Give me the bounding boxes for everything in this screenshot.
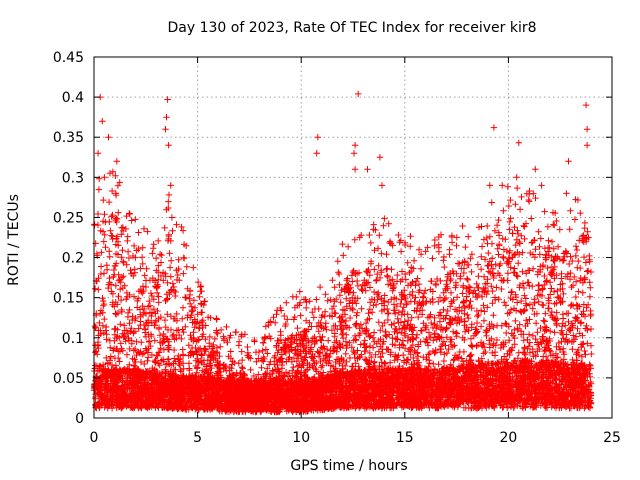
x-tick-label: 15 <box>396 430 414 446</box>
y-tick-labels: 0 0.05 0.1 0.15 0.2 0.25 0.3 0.35 0.4 0.45 <box>53 50 84 427</box>
y-tick-label: 0.45 <box>53 50 84 66</box>
y-tick-label: 0 <box>75 411 84 427</box>
x-axis-label: GPS time / hours <box>290 458 407 474</box>
x-tick-label: 5 <box>193 430 202 446</box>
y-tick-label: 0.4 <box>62 90 84 106</box>
x-tick-label: 0 <box>90 430 99 446</box>
x-tick-label: 25 <box>603 430 621 446</box>
x-tick-label: 10 <box>292 430 310 446</box>
y-tick-label: 0.25 <box>53 210 84 226</box>
y-tick-label: 0.35 <box>53 130 84 146</box>
x-tick-label: 20 <box>499 430 517 446</box>
data-points <box>90 90 595 416</box>
grid-lines <box>94 57 612 418</box>
x-tick-labels: 0 5 10 15 20 25 <box>90 430 621 446</box>
plot-frame <box>93 56 613 419</box>
y-tick-label: 0.1 <box>62 331 84 347</box>
axis-ticks <box>93 56 613 419</box>
y-tick-label: 0.2 <box>62 251 84 267</box>
y-axis-label: ROTI / TECUs <box>6 194 22 286</box>
y-tick-label: 0.05 <box>53 371 84 387</box>
chart-title: Day 130 of 2023, Rate Of TEC Index for r… <box>167 20 536 36</box>
roti-points <box>90 90 595 416</box>
y-tick-label: 0.15 <box>53 291 84 307</box>
y-tick-label: 0.3 <box>62 170 84 186</box>
